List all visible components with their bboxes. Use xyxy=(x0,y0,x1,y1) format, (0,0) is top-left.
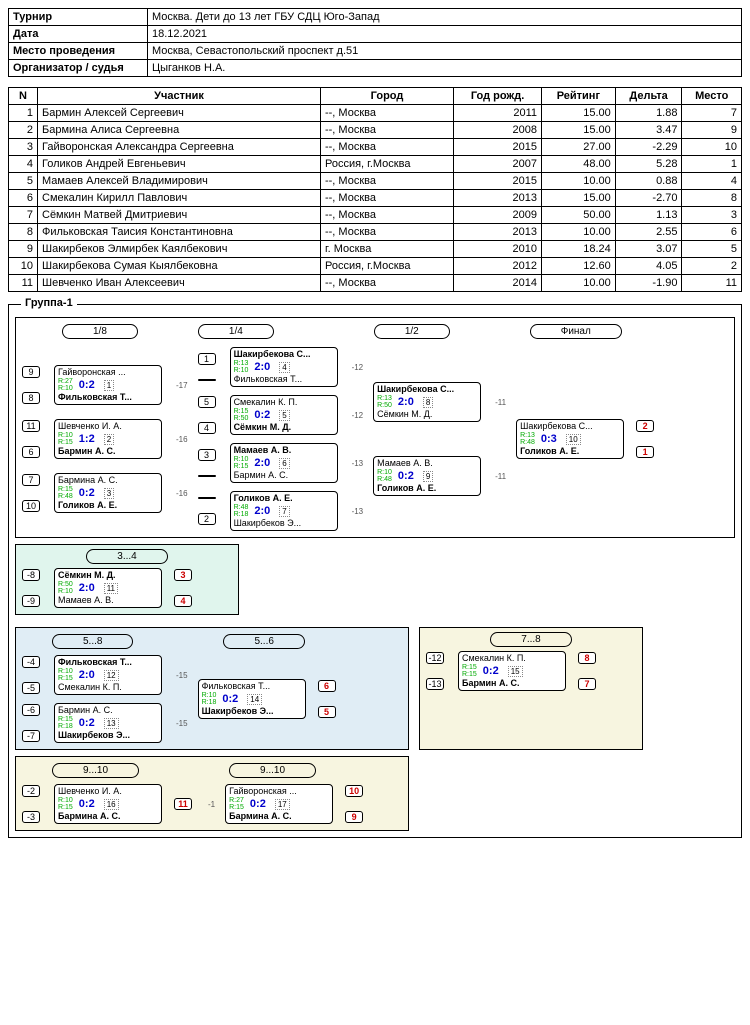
bracket-section: Группа-1 1/8 1/4 1/2 Финал 98 Гайворонск… xyxy=(8,304,742,838)
info-table: ТурнирМосква. Дети до 13 лет ГБУ СДЦ Юго… xyxy=(8,8,742,77)
match: -6-7 Бармин А. С. R:15R:180:213 Шакирбек… xyxy=(22,703,188,743)
match: 54 Смекалин К. П. R:15R:500:25 Сёмкин М.… xyxy=(198,395,364,435)
match: Мамаев А. В. R:10R:480:29 Голиков А. Е. … xyxy=(373,456,506,496)
table-row: 3Гайворонская Александра Сергеевна--, Мо… xyxy=(9,139,742,156)
table-row: 9Шакирбеков Элмирбек Каялбековичг. Москв… xyxy=(9,241,742,258)
group-label: Группа-1 xyxy=(21,297,77,309)
table-row: 4Голиков Андрей ЕвгеньевичРоссия, г.Моск… xyxy=(9,156,742,173)
table-row: 10Шакирбекова Сумая КыялбековнаРоссия, г… xyxy=(9,258,742,275)
match: 3 Мамаев А. В. R:10R:152:06 Бармин А. С.… xyxy=(198,443,364,483)
table-row: 11Шевченко Иван Алексеевич--, Москва2014… xyxy=(9,275,742,292)
match: 710 Бармина А. С. R:15R:480:23 Голиков А… xyxy=(22,473,188,513)
match: -8-9 Сёмкин М. Д. R:50R:102:011 Мамаев А… xyxy=(22,568,232,608)
table-row: 2Бармина Алиса Сергеевна--, Москва200815… xyxy=(9,122,742,139)
match: 98 Гайворонская ... R:27R:100:21 Фильков… xyxy=(22,365,188,405)
match: Гайворонская ... R:27R:150:217 Бармина А… xyxy=(225,784,365,824)
match: -2-3 Шевченко И. А. R:10R:150:216 Бармин… xyxy=(22,784,215,824)
round-header: Финал xyxy=(530,324,622,339)
match: Фильковская Т... R:10R:180:214 Шакирбеко… xyxy=(198,679,338,719)
table-row: 1Бармин Алексей Сергеевич--, Москва20111… xyxy=(9,105,742,122)
table-row: 7Сёмкин Матвей Дмитриевич--, Москва20095… xyxy=(9,207,742,224)
match: -12-13 Смекалин К. П. R:15R:150:215 Барм… xyxy=(426,651,636,691)
match: 2 Голиков А. Е. R:48R:182:07 Шакирбеков … xyxy=(198,491,364,531)
round-header: 1/8 xyxy=(62,324,138,339)
participants-table: NУчастникГород Год рожд.РейтингДельтаМес… xyxy=(8,87,742,292)
table-row: 8Фильковская Таисия Константиновна--, Мо… xyxy=(9,224,742,241)
match: -4-5 Фильковская Т... R:10R:152:012 Смек… xyxy=(22,655,188,695)
match: 1 Шакирбекова С... R:13R:102:04 Фильковс… xyxy=(198,347,364,387)
bracket-3-4: 3...4 -8-9 Сёмкин М. Д. R:50R:102:011 Ма… xyxy=(15,544,239,615)
table-row: 5Мамаев Алексей Владимирович--, Москва20… xyxy=(9,173,742,190)
round-header: 1/4 xyxy=(198,324,274,339)
bracket-7-8: 7...8 -12-13 Смекалин К. П. R:15R:150:21… xyxy=(419,627,643,750)
bracket-5-8: 5...85...6 -4-5 Фильковская Т... R:10R:1… xyxy=(15,627,409,750)
table-row: 6Смекалин Кирилл Павлович--, Москва20131… xyxy=(9,190,742,207)
match: Шакирбекова С... R:13R:480:310 Голиков А… xyxy=(516,419,656,459)
main-bracket: 1/8 1/4 1/2 Финал 98 Гайворонская ... R:… xyxy=(15,317,735,538)
bracket-9-10: 9...109...10 -2-3 Шевченко И. А. R:10R:1… xyxy=(15,756,409,831)
round-header: 1/2 xyxy=(374,324,450,339)
match: 116 Шевченко И. А. R:10R:151:22 Бармин А… xyxy=(22,419,188,459)
match: Шакирбекова С... R:13R:502:08 Сёмкин М. … xyxy=(373,382,506,422)
